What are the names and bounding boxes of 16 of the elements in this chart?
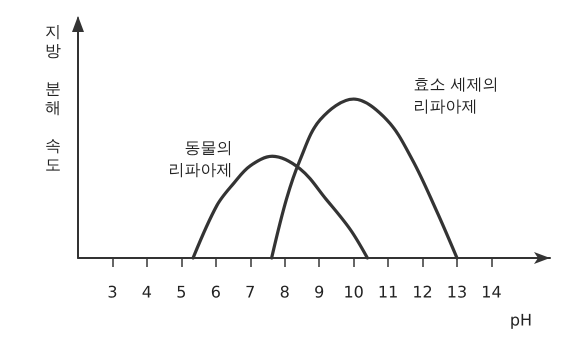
y-axis-title: 지방 분해 속도 xyxy=(45,22,61,174)
series-label: 동물의 리파아제 xyxy=(168,138,232,179)
x-tick-label: 13 xyxy=(446,282,468,302)
x-tick-label: 12 xyxy=(412,282,433,302)
x-tick-label: 11 xyxy=(378,282,398,302)
x-tick-label: 6 xyxy=(210,282,221,302)
x-tick-label: 14 xyxy=(481,282,502,302)
series-label: 효소 세제의 리파아제 xyxy=(414,74,499,116)
x-tick-label: 7 xyxy=(245,282,256,302)
x-axis-title: pH xyxy=(510,310,532,330)
x-tick-label: 9 xyxy=(314,282,324,302)
x-tick-label: 10 xyxy=(343,282,364,302)
x-tick-label: 5 xyxy=(176,282,186,302)
x-tick-label: 3 xyxy=(107,282,118,302)
x-tick-label: 4 xyxy=(142,282,152,302)
x-tick-label: 8 xyxy=(280,282,290,302)
